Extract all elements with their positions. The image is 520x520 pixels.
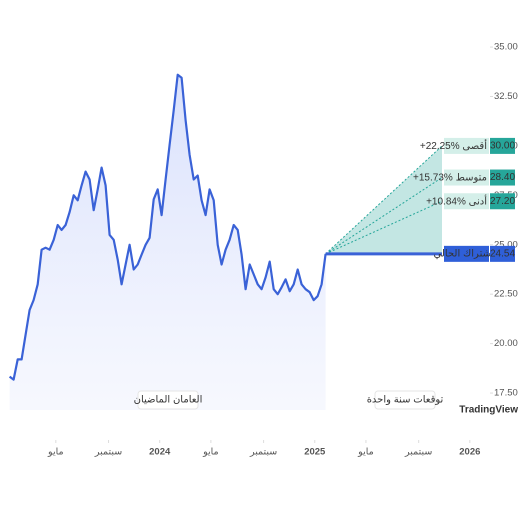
forecast-value: 30.00 [490,141,515,152]
price-line [8,73,327,381]
x-tick-label: 2026 [459,447,480,458]
x-tick-label: 2025 [304,447,326,458]
forecast-line [325,145,443,255]
forecast-label-box [444,193,489,210]
forecast-value-box [490,169,515,186]
x-tick-label: سبتمبر [404,447,432,458]
forecast-line [325,200,443,255]
forecast-change: +15.73% [413,172,453,183]
x-tick-label: سبتمبر [94,447,122,458]
period-label: العامان الماضيان [134,395,203,406]
period-label-box [137,390,199,410]
forecast-label: +15.73% متوسط [413,172,487,183]
forecast-change: +22.25% [420,141,460,152]
period-label-box [374,390,436,410]
brand: TradingView [459,405,518,416]
forecast-change: +10.84% [426,196,466,207]
forecast-value-box [490,193,515,210]
forecast-value: 28.40 [490,172,515,183]
y-tick-label: 32.50 [494,91,518,102]
x-tick-label: مايو [47,447,64,458]
forecast-label: +10.84% أدنى [426,194,487,207]
forecast-name: أدنى [469,194,488,207]
forecast-value: 27.20 [490,196,515,207]
forecast-name: متوسط [456,172,487,183]
current-label: الاشتراك الحالي [434,248,500,259]
forecast-label: +22.25% أقصى [420,139,487,152]
y-tick-label: 20.00 [494,338,518,349]
x-tick-label: مايو [202,447,219,458]
y-tick-label: 17.50 [494,388,518,399]
y-tick-label: 25.00 [494,239,518,250]
y-tick-label: 22.50 [494,289,518,300]
forecast-line [325,177,443,255]
forecast-label-box [444,169,489,186]
current-value-box [490,245,515,262]
forecast-label-box [444,137,489,154]
x-tick-label: سبتمبر [249,447,277,458]
area [9,74,326,410]
y-tick-label: 35.00 [494,42,518,53]
current-value: 24.54 [490,248,515,259]
forecast-fan [325,145,442,254]
x-tick-label: مايو [357,447,374,458]
x-tick-label: 2024 [149,447,171,458]
current-label-box [444,245,489,262]
period-label: توقعات سنة واحدة [367,395,444,406]
forecast-value-box [490,137,515,154]
forecast-name: أقصى [462,139,487,152]
